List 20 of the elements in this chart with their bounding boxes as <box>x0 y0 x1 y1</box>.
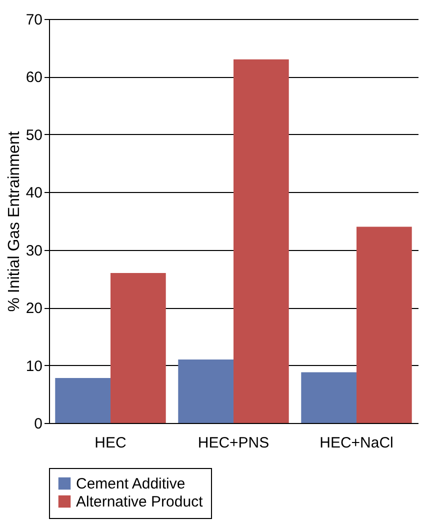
y-tick-label: 20 <box>26 300 42 318</box>
y-tick-label: 0 <box>34 416 42 432</box>
bar <box>356 226 412 423</box>
bar <box>301 372 356 423</box>
y-tick-label: 10 <box>26 358 42 375</box>
y-tick-label: 30 <box>26 242 42 260</box>
y-tick-label: 50 <box>26 126 42 144</box>
y-axis-title: % Initial Gas Entrainment <box>6 130 23 312</box>
bar <box>110 272 166 423</box>
legend-label: Alternative Product <box>76 494 204 510</box>
y-tick-label: 40 <box>26 184 42 202</box>
x-tick-label: HEC <box>94 434 126 452</box>
x-tick-label: HEC+PNS <box>198 434 270 452</box>
bar <box>234 59 289 423</box>
bar <box>178 360 234 423</box>
bar <box>55 378 110 423</box>
y-tick-label: 70 <box>26 12 42 28</box>
y-tick-label: 60 <box>26 69 42 86</box>
legend-label: Cement Additive <box>76 476 186 492</box>
x-tick-label: HEC+NaCl <box>320 434 394 452</box>
